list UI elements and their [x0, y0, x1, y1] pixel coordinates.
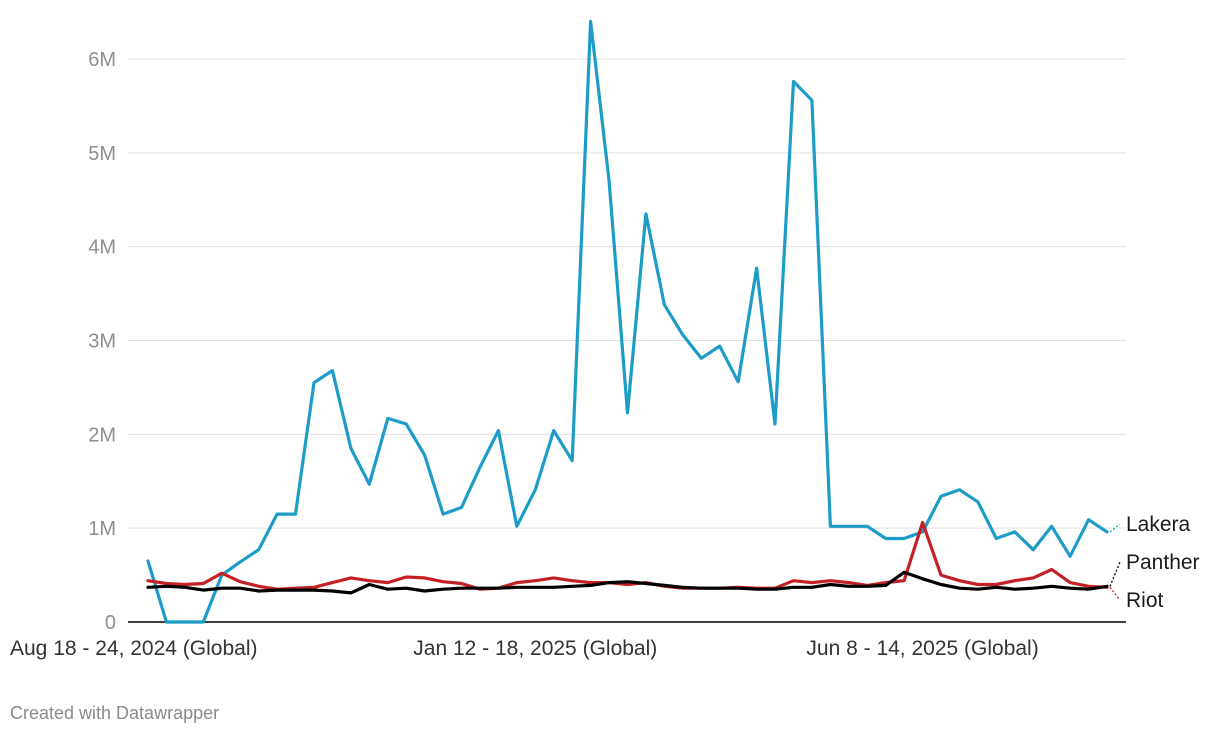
grid-layer — [128, 58, 1126, 623]
y-tick-label: 5M — [88, 143, 116, 165]
y-tick-label: 1M — [88, 518, 116, 540]
series-line-panther — [146, 570, 1109, 595]
x-axis-ticks: Aug 18 - 24, 2024 (Global) Jan 12 - 18, 2… — [10, 637, 1039, 660]
series-label-panther: Panther — [1126, 551, 1200, 574]
series-connector-riot — [1109, 586, 1121, 601]
x-tick-label: Aug 18 - 24, 2024 (Global) — [10, 637, 258, 660]
x-tick-label: Jan 12 - 18, 2025 (Global) — [413, 637, 657, 660]
y-tick-label: 3M — [88, 331, 116, 353]
y-tick-label: 2M — [88, 424, 116, 446]
series-line-riot — [146, 520, 1109, 591]
series-line-lakera — [146, 19, 1109, 624]
series-label-riot: Riot — [1126, 589, 1164, 612]
footer-credit: Created with Datawrapper — [10, 703, 220, 723]
series-label-lakera: Lakera — [1126, 513, 1191, 536]
x-tick-label: Jun 8 - 14, 2025 (Global) — [806, 637, 1038, 660]
series-labels: Lakera Riot Panther — [1109, 513, 1200, 612]
y-tick-label: 0 — [105, 612, 116, 634]
y-axis-ticks: 0 1M 2M 3M 4M 5M 6M — [88, 49, 116, 634]
series-connector-panther — [1109, 561, 1121, 587]
series-layer — [146, 19, 1109, 624]
y-tick-label: 4M — [88, 237, 116, 259]
y-tick-label: 6M — [88, 49, 116, 71]
